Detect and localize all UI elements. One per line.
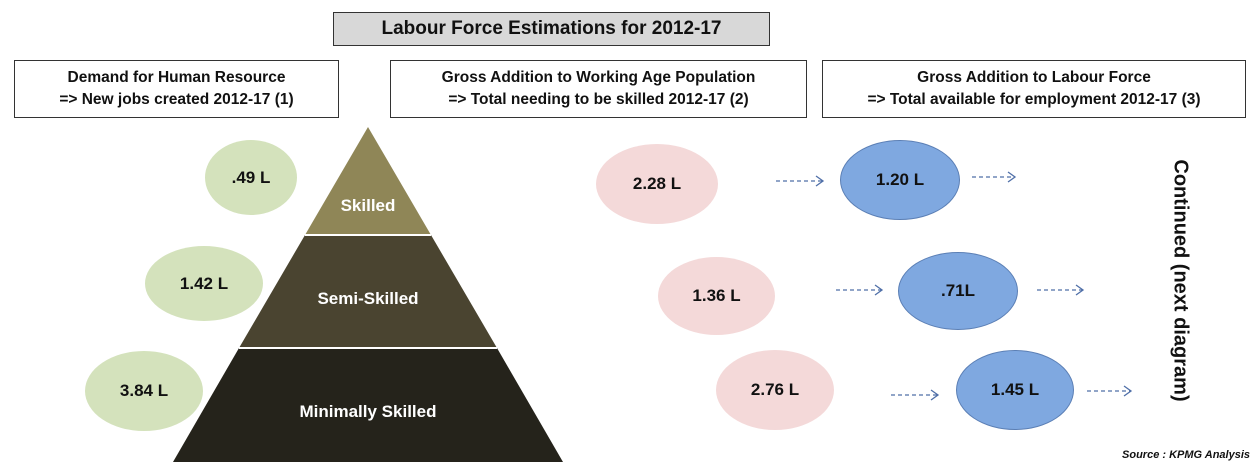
header-working-age-line1: Gross Addition to Working Age Population — [441, 69, 756, 86]
continued-note: Continued (next diagram) — [1110, 140, 1250, 420]
header-demand: Demand for Human Resource => New jobs cr… — [14, 60, 339, 118]
pyramid-label-minimally-skilled: Minimally Skilled — [299, 402, 437, 421]
header-working-age-line2: => Total needing to be skilled 2012-17 (… — [448, 91, 749, 108]
pyramid-level-skilled — [305, 127, 431, 235]
header-labour-force-line1: Gross Addition to Labour Force — [917, 69, 1151, 86]
arrow-head — [1007, 171, 1017, 183]
working-age-value-skilled: 2.28 L — [596, 144, 718, 224]
header-demand-line2: => New jobs created 2012-17 (1) — [59, 91, 294, 108]
labour-force-value-minimally-skilled: 1.45 L — [956, 350, 1074, 430]
diagram-title: Labour Force Estimations for 2012-17 — [333, 12, 770, 46]
working-age-value-minimally-skilled: 2.76 L — [716, 350, 834, 430]
header-labour-force: Gross Addition to Labour Force => Total … — [822, 60, 1246, 118]
arrow-head — [1075, 284, 1085, 296]
pyramid-level-semi-skilled — [239, 235, 497, 348]
labour-force-value-semi-skilled: .71L — [898, 252, 1018, 330]
demand-value-minimally-skilled: 3.84 L — [85, 351, 203, 431]
demand-value-semi-skilled: 1.42 L — [145, 246, 263, 321]
pyramid-level-minimally-skilled — [173, 348, 563, 462]
pyramid-label-semi-skilled: Semi-Skilled — [317, 289, 419, 308]
arrow-head — [1123, 385, 1133, 397]
header-working-age: Gross Addition to Working Age Population… — [390, 60, 807, 118]
header-labour-force-line2: => Total available for employment 2012-1… — [867, 91, 1201, 108]
arrow-head — [874, 284, 884, 296]
arrow-head — [815, 175, 825, 187]
pyramid-label-skilled: Skilled — [340, 196, 396, 215]
arrow-head — [930, 389, 940, 401]
demand-value-skilled: .49 L — [205, 140, 297, 215]
source-note: Source : KPMG Analysis — [1122, 449, 1250, 461]
labour-force-value-skilled: 1.20 L — [840, 140, 960, 220]
header-demand-line1: Demand for Human Resource — [67, 69, 286, 86]
continued-text: Continued (next diagram) — [1169, 158, 1192, 402]
working-age-value-semi-skilled: 1.36 L — [658, 257, 775, 335]
